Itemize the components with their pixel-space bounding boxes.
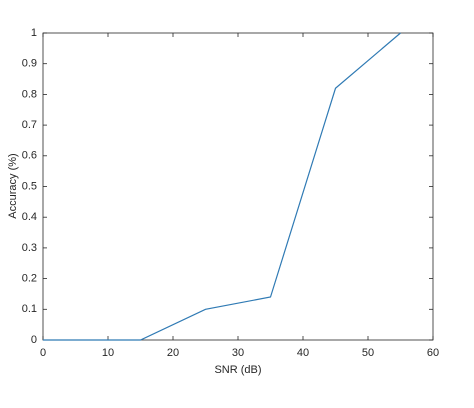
y-tick-label: 1 [31,27,37,39]
x-tick-label: 50 [362,347,374,359]
y-tick-label: 0 [31,334,37,346]
y-tick-label: 0.6 [22,150,37,162]
y-tick-label: 0.1 [22,303,37,315]
x-axis-label: SNR (dB) [214,364,261,376]
x-tick-label: 0 [40,347,46,359]
x-tick-label: 60 [427,347,439,359]
y-tick-label: 0.3 [22,242,37,254]
y-tick-label: 0.2 [22,273,37,285]
x-tick-label: 20 [167,347,179,359]
plot-frame [42,32,434,341]
x-tick-label: 30 [232,347,244,359]
y-tick-label: 0.7 [22,119,37,131]
x-tick-label: 40 [297,347,309,359]
y-tick-label: 0.4 [22,211,37,223]
y-tick-label: 0.9 [22,58,37,70]
y-tick-label: 0.5 [22,180,37,192]
y-tick-label: 0.8 [22,88,37,100]
x-tick-label: 10 [102,347,114,359]
data-line [43,32,401,341]
y-axis-label: Accuracy (%) [7,153,19,218]
